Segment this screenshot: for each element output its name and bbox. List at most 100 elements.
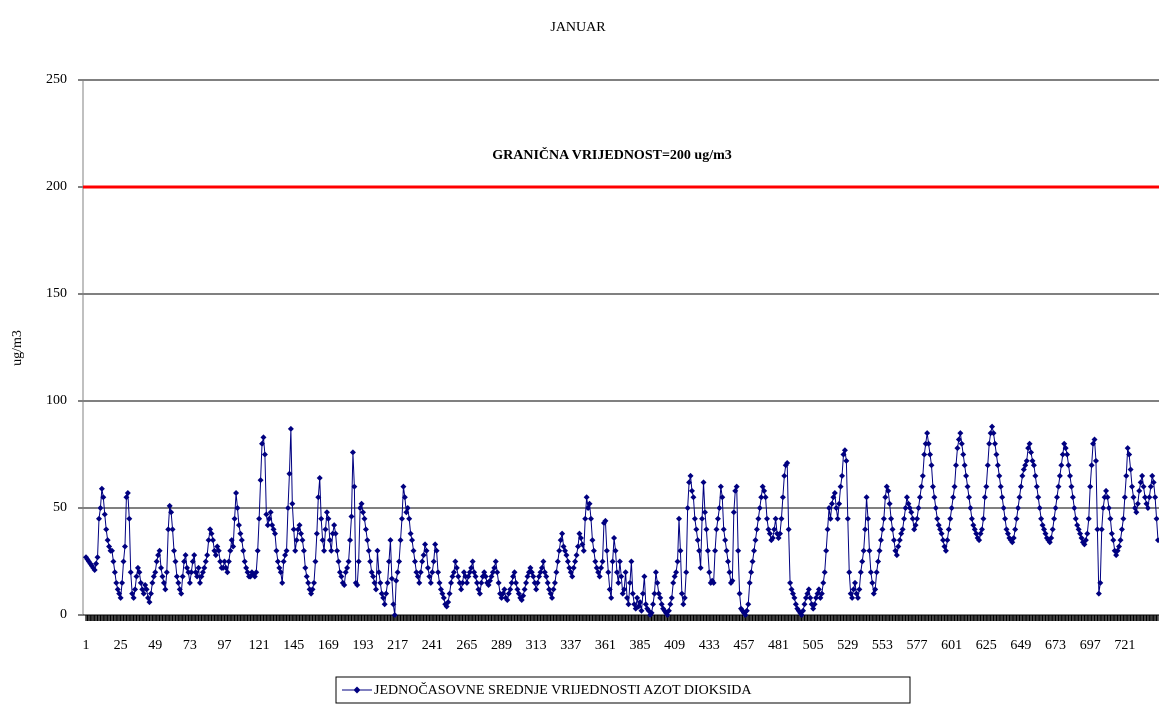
data-point bbox=[212, 552, 219, 559]
data-point bbox=[869, 579, 876, 586]
legend-label: JEDNOČASOVNE SREDNJE VRIJEDNOSTI AZOT DI… bbox=[374, 681, 752, 698]
data-point bbox=[641, 573, 648, 580]
x-tick-label: 697 bbox=[1080, 638, 1101, 653]
data-point bbox=[381, 601, 388, 608]
data-point bbox=[385, 558, 392, 565]
data-point bbox=[292, 547, 299, 554]
data-point bbox=[492, 558, 499, 565]
data-point bbox=[191, 552, 198, 559]
data-point bbox=[701, 509, 708, 516]
data-point bbox=[1127, 466, 1134, 473]
data-point bbox=[182, 552, 189, 559]
data-point bbox=[325, 515, 332, 522]
data-point bbox=[1051, 515, 1058, 522]
data-point bbox=[93, 560, 100, 567]
data-point bbox=[606, 586, 613, 593]
data-point bbox=[800, 607, 807, 614]
data-point bbox=[433, 547, 440, 554]
x-tick-label: 529 bbox=[837, 638, 858, 653]
data-point bbox=[650, 601, 657, 608]
data-point bbox=[448, 579, 455, 586]
x-tick-label: 337 bbox=[560, 638, 581, 653]
data-point bbox=[981, 494, 988, 501]
data-point bbox=[156, 547, 163, 554]
data-point bbox=[473, 579, 480, 586]
data-point bbox=[841, 447, 848, 454]
data-point bbox=[1137, 479, 1144, 486]
data-point bbox=[374, 547, 381, 554]
data-point bbox=[736, 590, 743, 597]
data-point bbox=[785, 526, 792, 533]
chart-title: JANUAR bbox=[550, 20, 606, 35]
data-point bbox=[303, 573, 310, 580]
data-point bbox=[286, 470, 293, 477]
data-point bbox=[787, 579, 794, 586]
data-point bbox=[667, 601, 674, 608]
data-point bbox=[110, 558, 117, 565]
data-point bbox=[403, 509, 410, 516]
data-point bbox=[319, 537, 326, 544]
data-point bbox=[820, 579, 827, 586]
data-point bbox=[520, 592, 527, 599]
data-point bbox=[745, 601, 752, 608]
x-tick-label: 553 bbox=[872, 638, 893, 653]
legend-marker bbox=[353, 686, 361, 694]
data-point bbox=[209, 537, 216, 544]
x-tick-label: 721 bbox=[1114, 638, 1135, 653]
data-point bbox=[1032, 472, 1039, 479]
data-point bbox=[720, 526, 727, 533]
data-point bbox=[455, 573, 462, 580]
x-tick-label: 601 bbox=[941, 638, 962, 653]
data-point bbox=[918, 483, 925, 490]
data-point bbox=[256, 515, 263, 522]
data-point bbox=[147, 590, 154, 597]
data-point bbox=[419, 558, 426, 565]
data-point bbox=[779, 494, 786, 501]
data-point bbox=[332, 530, 339, 537]
x-tick-label: 409 bbox=[664, 638, 685, 653]
data-point bbox=[272, 530, 279, 537]
data-point bbox=[993, 451, 1000, 458]
x-tick-label: 505 bbox=[803, 638, 824, 653]
data-point bbox=[424, 564, 431, 571]
data-point bbox=[735, 547, 742, 554]
data-point bbox=[621, 586, 628, 593]
data-point bbox=[508, 579, 515, 586]
data-point bbox=[914, 515, 921, 522]
data-point bbox=[204, 552, 211, 559]
data-point bbox=[297, 530, 304, 537]
data-point bbox=[172, 558, 179, 565]
data-point bbox=[149, 579, 156, 586]
data-point bbox=[866, 547, 873, 554]
data-point bbox=[523, 579, 530, 586]
data-point bbox=[1117, 537, 1124, 544]
data-point bbox=[1155, 537, 1159, 544]
data-point bbox=[390, 601, 397, 608]
data-point bbox=[1153, 515, 1159, 522]
data-point bbox=[196, 579, 203, 586]
data-point bbox=[289, 500, 296, 507]
data-point bbox=[1059, 451, 1066, 458]
data-point bbox=[945, 526, 952, 533]
data-point bbox=[472, 573, 479, 580]
data-point bbox=[602, 517, 609, 524]
data-point bbox=[495, 579, 502, 586]
data-point bbox=[1104, 494, 1111, 501]
data-point bbox=[1142, 494, 1149, 501]
data-point bbox=[944, 537, 951, 544]
data-point bbox=[895, 543, 902, 550]
data-point bbox=[1098, 526, 1105, 533]
data-point bbox=[153, 558, 160, 565]
data-point bbox=[821, 569, 828, 576]
data-point bbox=[834, 515, 841, 522]
data-point bbox=[762, 494, 769, 501]
data-point bbox=[811, 601, 818, 608]
data-point bbox=[173, 573, 180, 580]
data-point bbox=[967, 505, 974, 511]
data-point bbox=[932, 505, 939, 511]
data-point bbox=[1082, 537, 1089, 544]
data-point bbox=[1033, 483, 1040, 490]
data-point bbox=[1105, 505, 1112, 511]
data-point bbox=[833, 505, 840, 511]
data-point bbox=[924, 430, 931, 437]
